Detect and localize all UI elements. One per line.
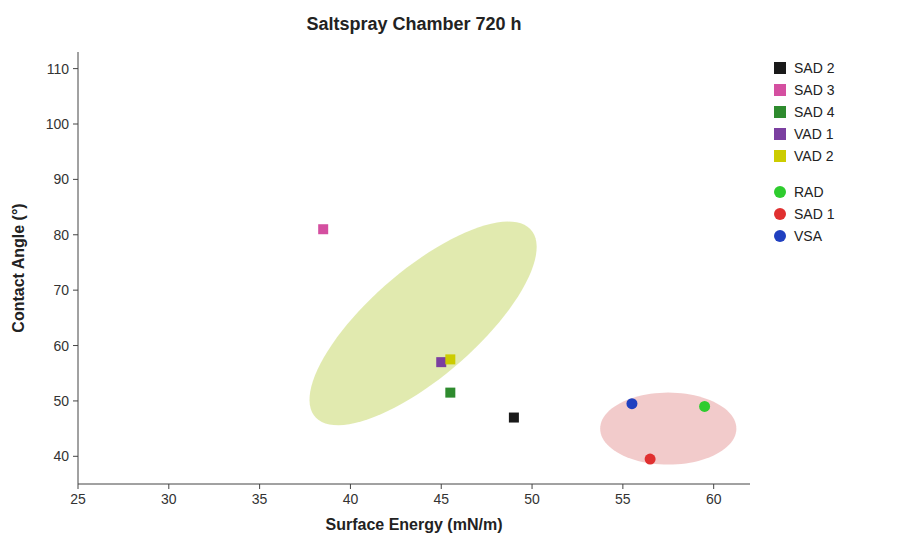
x-tick [168,484,169,489]
y-tick-label: 100 [46,116,70,132]
legend-label: VAD 1 [794,126,834,142]
y-tick [73,234,78,235]
x-tick-label: 30 [161,491,177,507]
y-tick [73,290,78,291]
point [436,357,446,367]
y-tick [73,124,78,125]
point [318,224,328,234]
legend-label: VAD 2 [794,148,834,164]
background [0,0,900,550]
x-tick-label: 40 [343,491,359,507]
point [509,413,519,423]
legend-swatch [774,128,786,140]
x-tick-label: 50 [524,491,540,507]
x-axis-label: Surface Energy (mN/m) [326,516,503,533]
title: Saltspray Chamber 720 h [306,14,521,34]
plot-area [310,222,737,465]
x-tick [441,484,442,489]
legend-swatch [774,150,786,162]
y-tick-label: 110 [47,61,70,77]
y-tick-label: 60 [53,338,69,354]
x-tick-label: 60 [706,491,722,507]
x-tick-label: 55 [615,491,631,507]
y-tick-label: 90 [53,171,69,187]
legend-label: SAD 4 [794,104,835,120]
group-ellipse [600,393,736,465]
x-tick-label: 35 [252,491,268,507]
point [699,401,710,412]
legend-swatch [774,84,786,96]
legend-label: SAD 3 [794,82,835,98]
legend: SAD 2 SAD 3 SAD 4 VAD 1 VAD 2 RAD SAD 1 VSA [774,60,835,244]
y-tick [73,456,78,457]
point [445,388,455,398]
y-tick-label: 40 [53,448,69,464]
x-tick [713,484,714,489]
x-tick-label: 45 [433,491,449,507]
y-tick [73,345,78,346]
legend-label: SAD 1 [794,206,835,222]
legend-swatch [774,208,786,220]
y-tick-label: 80 [53,227,69,243]
point [445,354,455,364]
axes: 25 30 35 40 45 50 55 60 40 50 60 70 80 90 100 110 [46,52,750,507]
group-ellipse [310,222,537,426]
x-tick [532,484,533,489]
y-tick-label: 50 [53,393,69,409]
chart: 25 30 35 40 45 50 55 60 40 50 60 70 80 90 100 110 Saltsp… [0,0,900,550]
legend-label: SAD 2 [794,60,835,76]
y-axis-label: Contact Angle (°) [10,203,27,332]
x-tick [350,484,351,489]
y-tick [73,68,78,69]
y-tick [73,400,78,401]
y-tick [73,179,78,180]
y-axis-line [78,52,79,484]
point [645,454,656,465]
legend-label: RAD [794,184,824,200]
legend-swatch [774,106,786,118]
legend-label: VSA [794,228,823,244]
point [626,398,637,409]
y-tick-label: 70 [53,282,69,298]
x-tick [78,484,79,489]
x-tick [259,484,260,489]
legend-swatch [774,186,786,198]
legend-swatch [774,230,786,242]
x-axis-line [78,484,750,485]
x-tick [622,484,623,489]
legend-swatch [774,62,786,74]
x-tick-label: 25 [70,491,86,507]
